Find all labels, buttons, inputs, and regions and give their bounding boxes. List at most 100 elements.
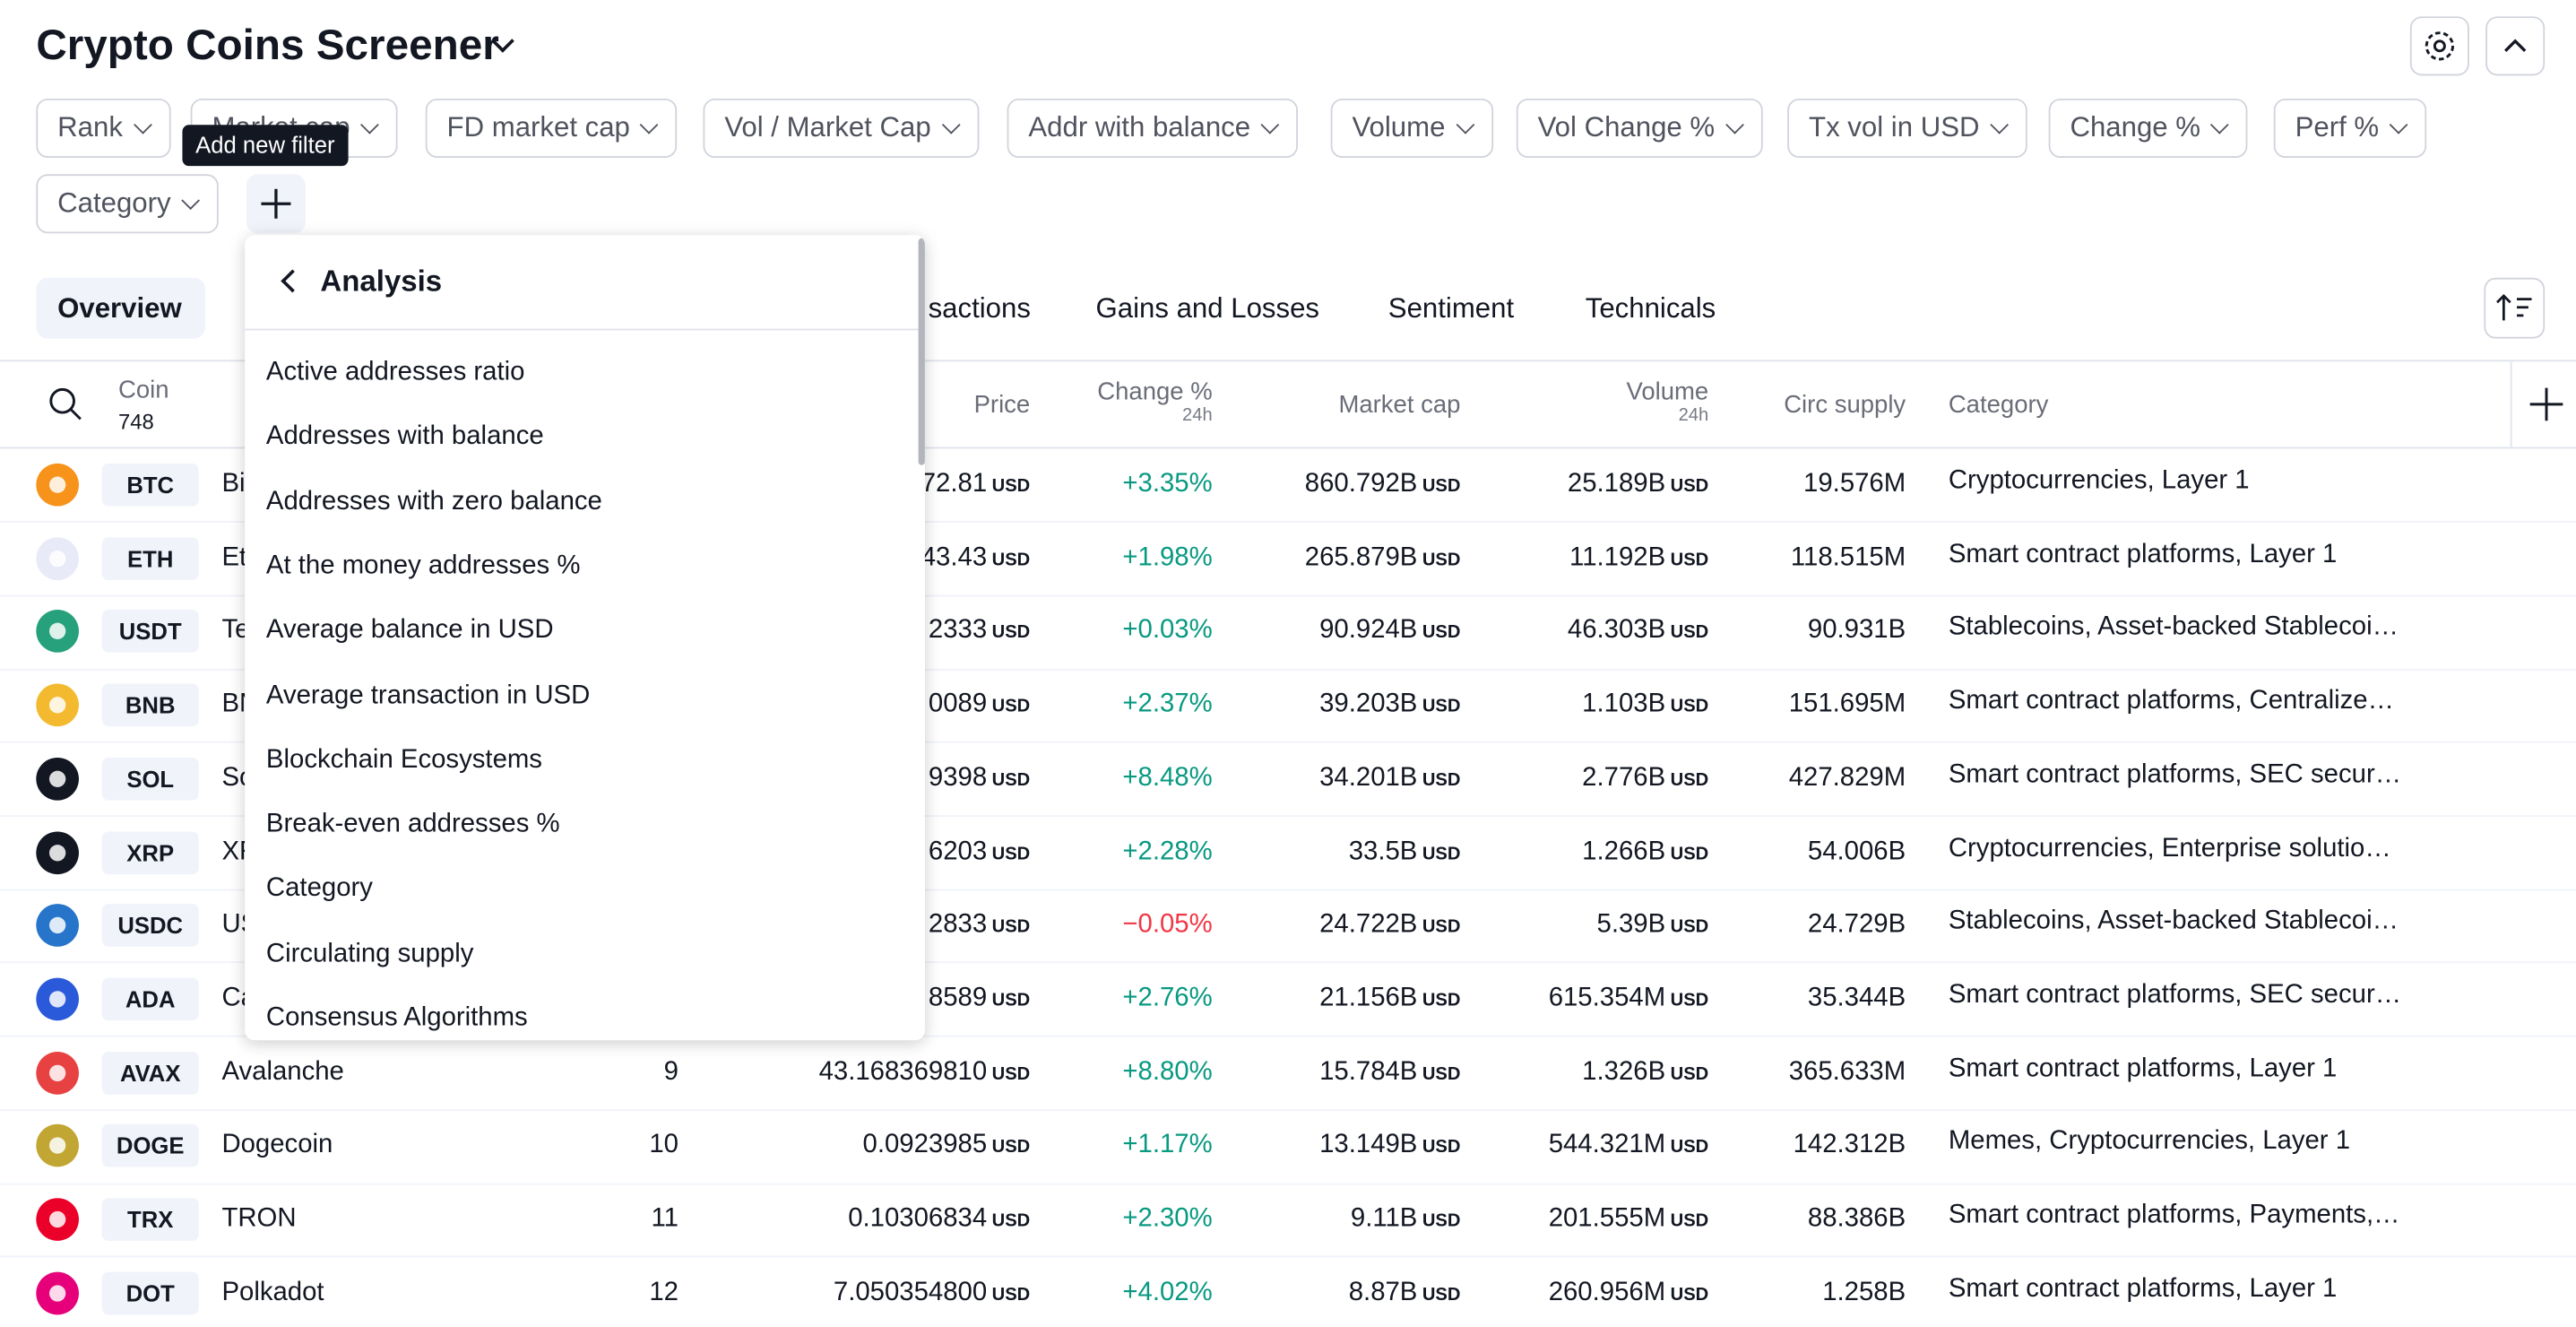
- category: Memes, Cryptocurrencies, Layer 1: [1948, 1127, 2351, 1157]
- filter-pill[interactable]: Vol Change %: [1516, 98, 1763, 158]
- dropdown-item[interactable]: Average transaction in USD: [265, 681, 591, 709]
- circ-supply: 90.931B: [1807, 617, 1906, 646]
- dropdown-item[interactable]: Break-even addresses %: [265, 810, 560, 838]
- ticker-badge[interactable]: DOGE: [101, 1124, 199, 1167]
- change: +1.17%: [1122, 1131, 1213, 1159]
- add-filter-button[interactable]: [246, 174, 306, 234]
- currency: USD: [1670, 1210, 1709, 1231]
- dropdown-item[interactable]: Category: [265, 874, 373, 903]
- ticker-badge[interactable]: XRP: [101, 830, 199, 874]
- row-border: [0, 889, 2576, 890]
- coin-name[interactable]: TRON: [221, 1204, 297, 1233]
- dropdown: Analysis Active addresses ratio Addresses …: [245, 235, 925, 1041]
- ticker-badge[interactable]: SOL: [101, 757, 199, 801]
- ticker-badge[interactable]: ETH: [101, 536, 199, 580]
- ticker-badge[interactable]: DOT: [101, 1271, 199, 1314]
- tab[interactable]: sactions: [928, 292, 1031, 325]
- ticker-badge[interactable]: ADA: [101, 977, 199, 1021]
- price-value: 9398: [928, 763, 988, 793]
- dropdown-item[interactable]: Consensus Algorithms: [265, 1003, 528, 1033]
- filter-pill[interactable]: Vol / Market Cap: [703, 98, 979, 158]
- settings-button[interactable]: [2409, 16, 2469, 76]
- back-chevron[interactable]: [281, 269, 305, 293]
- filter-label: Rank: [57, 111, 123, 143]
- dropdown-item[interactable]: Circulating supply: [265, 939, 474, 968]
- ticker-badge[interactable]: AVAX: [101, 1051, 199, 1094]
- circ-supply: 54.006B: [1807, 837, 1906, 866]
- filter-pill[interactable]: Perf %: [2273, 98, 2427, 158]
- ticker-badge[interactable]: BTC: [101, 463, 199, 507]
- coin-icon-inner: [48, 697, 66, 714]
- dropdown-item[interactable]: Average balance in USD: [265, 616, 554, 645]
- coin-icon: [36, 830, 79, 874]
- category: Cryptocurrencies, Enterprise solutio…: [1948, 834, 2391, 863]
- col-volume: Volume 24h: [1626, 378, 1708, 426]
- currency: USD: [991, 1063, 1031, 1084]
- dropdown-item[interactable]: Blockchain Ecosystems: [265, 745, 542, 774]
- market-cap-value: 15.784B: [1319, 1057, 1418, 1086]
- volume-value: 11.192B: [1569, 543, 1666, 572]
- search-icon[interactable]: [46, 385, 85, 424]
- col-volume-label: Volume: [1626, 377, 1709, 406]
- tab[interactable]: Technicals: [1585, 292, 1716, 325]
- coin-name[interactable]: Dogecoin: [221, 1131, 333, 1159]
- coin-icon-inner: [48, 550, 66, 567]
- add-column-button[interactable]: [2527, 385, 2566, 424]
- ticker-badge[interactable]: TRX: [101, 1198, 199, 1241]
- category: Smart contract platforms, SEC secur…: [1948, 760, 2402, 789]
- coin-name[interactable]: Bi: [221, 470, 246, 499]
- dropdown-item[interactable]: At the money addresses %: [265, 551, 581, 580]
- currency: USD: [1670, 917, 1709, 938]
- price-value: 0.0923985: [862, 1131, 988, 1159]
- collapse-button[interactable]: [2485, 16, 2546, 76]
- dropdown-item[interactable]: Addresses with zero balance: [265, 487, 602, 516]
- col-change-label: Change %: [1097, 377, 1213, 406]
- ticker-badge[interactable]: USDC: [101, 904, 199, 948]
- dropdown-item[interactable]: Addresses with balance: [265, 422, 544, 451]
- market-cap-value: 34.201B: [1319, 763, 1418, 793]
- ticker-badge[interactable]: BNB: [101, 683, 199, 727]
- change: +0.03%: [1122, 617, 1213, 646]
- filter-pill[interactable]: Category: [36, 174, 219, 234]
- volume-value: 260.956M: [1548, 1278, 1666, 1306]
- change: +8.48%: [1122, 763, 1213, 793]
- coin-icon-inner: [48, 1210, 66, 1228]
- currency: USD: [1422, 1284, 1461, 1305]
- sort-button[interactable]: [2484, 277, 2546, 339]
- filter-pill[interactable]: Tx vol in USD: [1787, 98, 2027, 158]
- currency: USD: [1422, 476, 1461, 497]
- row-border: [0, 668, 2576, 671]
- market-cap: 21.156B USD: [1319, 984, 1460, 1014]
- ticker-badge[interactable]: USDT: [101, 610, 199, 654]
- coin-name[interactable]: Polkadot: [221, 1278, 324, 1306]
- row-border: [0, 594, 2576, 597]
- filter-chevron: [181, 191, 200, 210]
- currency: USD: [1422, 697, 1461, 717]
- tab[interactable]: Gains and Losses: [1095, 292, 1319, 325]
- volume: 1.266B USD: [1582, 837, 1708, 867]
- table-top-border: [0, 360, 2576, 362]
- circ-supply: 151.695M: [1788, 690, 1906, 719]
- currency: USD: [991, 697, 1031, 717]
- change: +2.76%: [1122, 984, 1213, 1012]
- coin-name[interactable]: Avalanche: [221, 1057, 344, 1086]
- market-cap-value: 33.5B: [1348, 837, 1418, 866]
- coin-name[interactable]: Et: [221, 543, 247, 572]
- tab[interactable]: Overview: [57, 292, 182, 325]
- change: +4.02%: [1122, 1278, 1213, 1306]
- tab[interactable]: Sentiment: [1387, 292, 1515, 325]
- currency: USD: [1670, 1063, 1709, 1084]
- dropdown-item[interactable]: Active addresses ratio: [265, 358, 525, 386]
- filter-pill[interactable]: Rank: [36, 98, 171, 158]
- filter-pill[interactable]: Change %: [2048, 98, 2249, 158]
- circ-supply: 19.576M: [1803, 470, 1906, 499]
- filter-pill[interactable]: Volume: [1330, 98, 1493, 158]
- price-value: 43.43: [921, 543, 988, 572]
- coin-icon-inner: [48, 476, 66, 493]
- col-price: Price: [973, 391, 1031, 420]
- filter-pill[interactable]: FD market cap: [425, 98, 679, 158]
- col-change-sub: 24h: [1182, 405, 1213, 426]
- filter-pill[interactable]: Addr with balance: [1007, 98, 1299, 158]
- change: +2.28%: [1122, 837, 1213, 866]
